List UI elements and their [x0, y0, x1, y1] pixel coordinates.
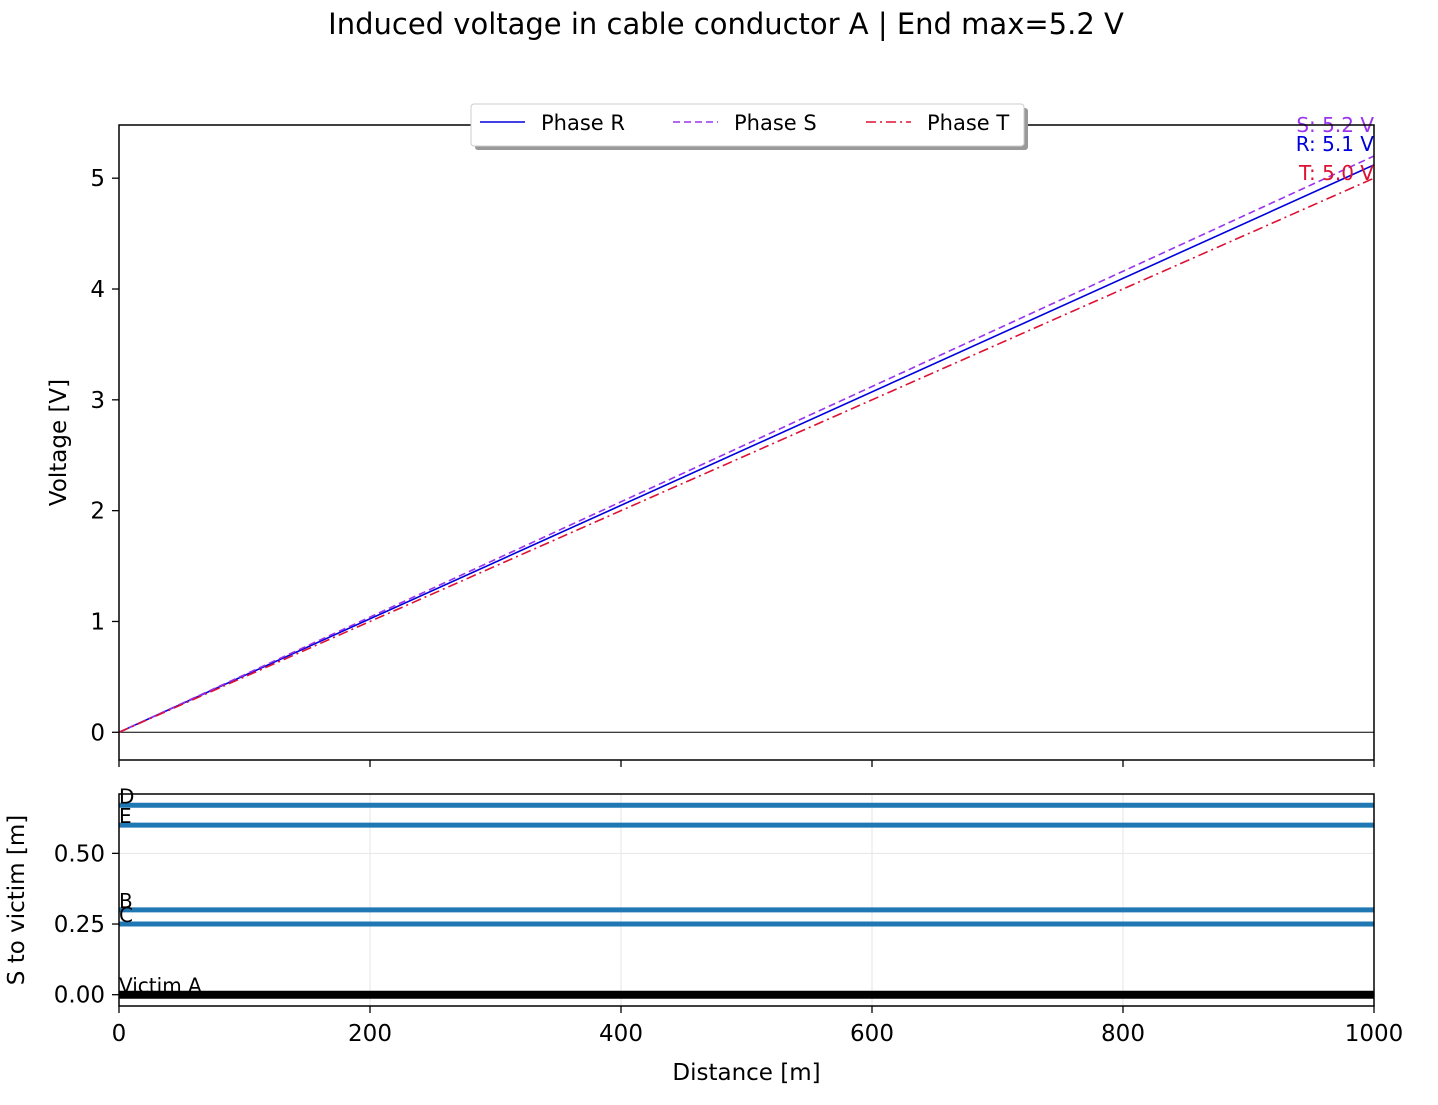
y-tick-label: 0.00 [54, 983, 105, 1009]
conductor-label-c: C [119, 903, 133, 927]
y-tick-label: 2 [90, 499, 105, 525]
y-tick-label: 1 [90, 609, 105, 635]
legend-box [470, 103, 1025, 147]
y-tick-label: 0.50 [54, 841, 105, 867]
y-axis-label-separation: S to victim [m] [4, 815, 30, 985]
x-tick-label: 0 [112, 1021, 127, 1047]
end-label-r: R: 5.1 V [1296, 132, 1375, 156]
y-tick-label: 0.25 [54, 912, 105, 938]
legend-label-phase-r: Phase R [541, 111, 625, 135]
legend-label-phase-s: Phase S [734, 111, 817, 135]
x-tick-label: 200 [348, 1021, 392, 1047]
legend: Phase R Phase S Phase T [470, 103, 1028, 150]
series-line-phase-r [118, 164, 1375, 734]
y-tick-label: 4 [90, 277, 105, 303]
conductor-label-b: B [119, 889, 133, 913]
legend-label-phase-t: Phase T [927, 111, 1009, 135]
end-label-t: T: 5.0 V [1298, 161, 1374, 185]
conductor-label-e: E [119, 804, 132, 828]
x-tick-label: 400 [599, 1021, 643, 1047]
separation-panel: DE BC Victim A 0.00 0.25 0.50 0 200 400 600 800 100… [4, 784, 1403, 1086]
series-line-phase-s [118, 155, 1375, 734]
separation-axes-frame [118, 793, 1375, 1007]
y-tick-label: 0 [90, 720, 105, 746]
y-tick-label: 3 [90, 388, 105, 414]
y-tick-label: 5 [90, 166, 105, 192]
x-tick-label: 800 [1101, 1021, 1145, 1047]
y-axis-label: Voltage [V] [46, 379, 72, 506]
conductor-label-d: D [119, 784, 134, 808]
series-line-phase-t [118, 177, 1375, 734]
x-tick-label: 1000 [1345, 1021, 1404, 1047]
chart-title: Induced voltage in cable conductor A | E… [328, 7, 1124, 41]
x-axis-label: Distance [m] [672, 1060, 820, 1086]
conductor-label-victim-a: Victim A [119, 974, 202, 998]
x-tick-label: 600 [850, 1021, 894, 1047]
